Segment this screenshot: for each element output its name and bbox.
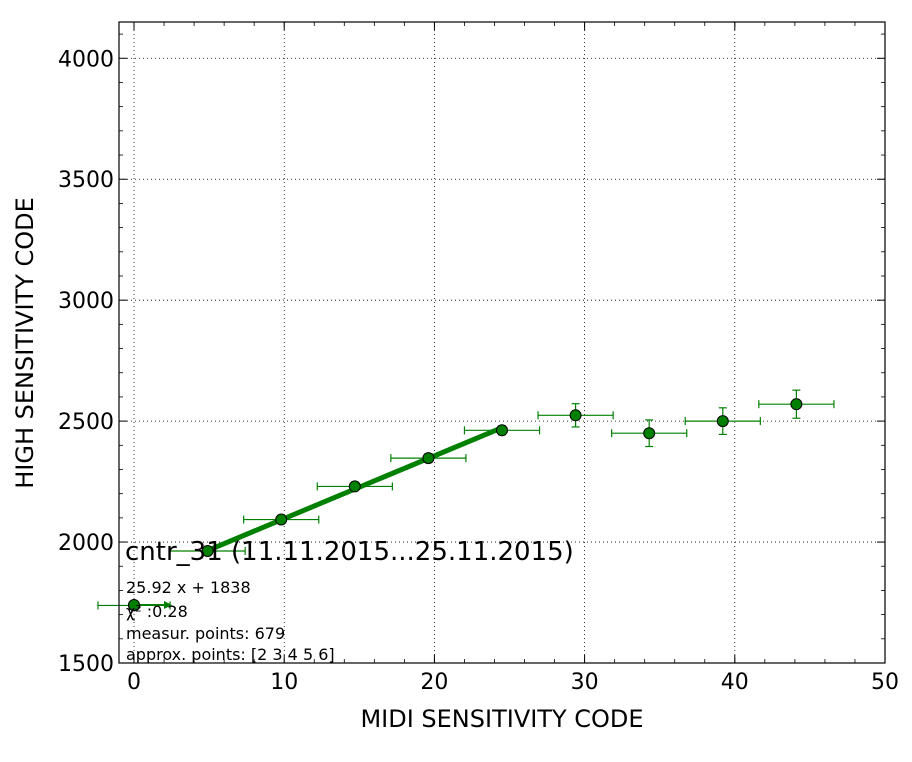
legend-marker-arrow <box>164 601 172 609</box>
data-point-marker <box>348 480 361 493</box>
data-point-4 <box>390 452 467 465</box>
data-point-marker <box>790 398 803 411</box>
data-point-3 <box>316 480 393 493</box>
data-point-marker <box>496 424 508 437</box>
y-tick-label: 3000 <box>58 289 114 314</box>
data-point-marker <box>716 415 729 428</box>
data-point-marker <box>569 409 582 422</box>
x-tick-label: 50 <box>871 670 899 695</box>
y-tick-label: 2000 <box>58 531 114 556</box>
annotation-measur-points: measur. points: 679 <box>126 624 285 643</box>
annotation-title: cntr_31 (11.11.2015...25.11.2015) <box>125 537 574 567</box>
data-point-8 <box>684 407 761 436</box>
legend-marker <box>128 599 172 611</box>
data-point-marker <box>422 452 435 465</box>
x-tick-label: 0 <box>127 670 141 695</box>
data-point-5 <box>463 424 541 437</box>
data-points <box>97 389 835 612</box>
x-tick-label: 40 <box>721 670 749 695</box>
data-point-marker <box>201 545 214 558</box>
data-point-9 <box>758 389 835 419</box>
legend-marker-point <box>128 599 140 611</box>
y-axis-title: HIGH SENSITIVITY CODE <box>11 197 39 489</box>
data-point-6 <box>537 403 614 428</box>
data-point-2 <box>243 513 320 526</box>
tick-labels: 0 10 20 30 40 50 1500 2000 2500 3000 3500 4000 <box>58 47 899 695</box>
plot-frame <box>118 21 886 664</box>
annotation-chi: χ² :0.28 <box>126 602 188 621</box>
data-point-marker <box>275 513 288 526</box>
x-axis-title: MIDI SENSITIVITY CODE <box>360 705 643 733</box>
data-point-1 <box>169 545 246 558</box>
annotation-equation: 25.92 x + 1838 <box>126 578 251 597</box>
data-point-7 <box>611 419 688 448</box>
y-tick-label: 4000 <box>58 47 114 72</box>
y-tick-label: 2500 <box>58 410 114 435</box>
x-tick-label: 30 <box>571 670 599 695</box>
grid-lines <box>119 22 885 663</box>
x-tick-label: 10 <box>270 670 298 695</box>
axis-ticks <box>119 22 886 664</box>
x-tick-label: 20 <box>420 670 448 695</box>
annotation-approx-points: approx. points: [2 3 4 5 6] <box>126 645 335 664</box>
y-tick-label: 3500 <box>58 168 114 193</box>
y-tick-label: 1500 <box>58 652 114 677</box>
data-point-marker <box>643 427 656 440</box>
